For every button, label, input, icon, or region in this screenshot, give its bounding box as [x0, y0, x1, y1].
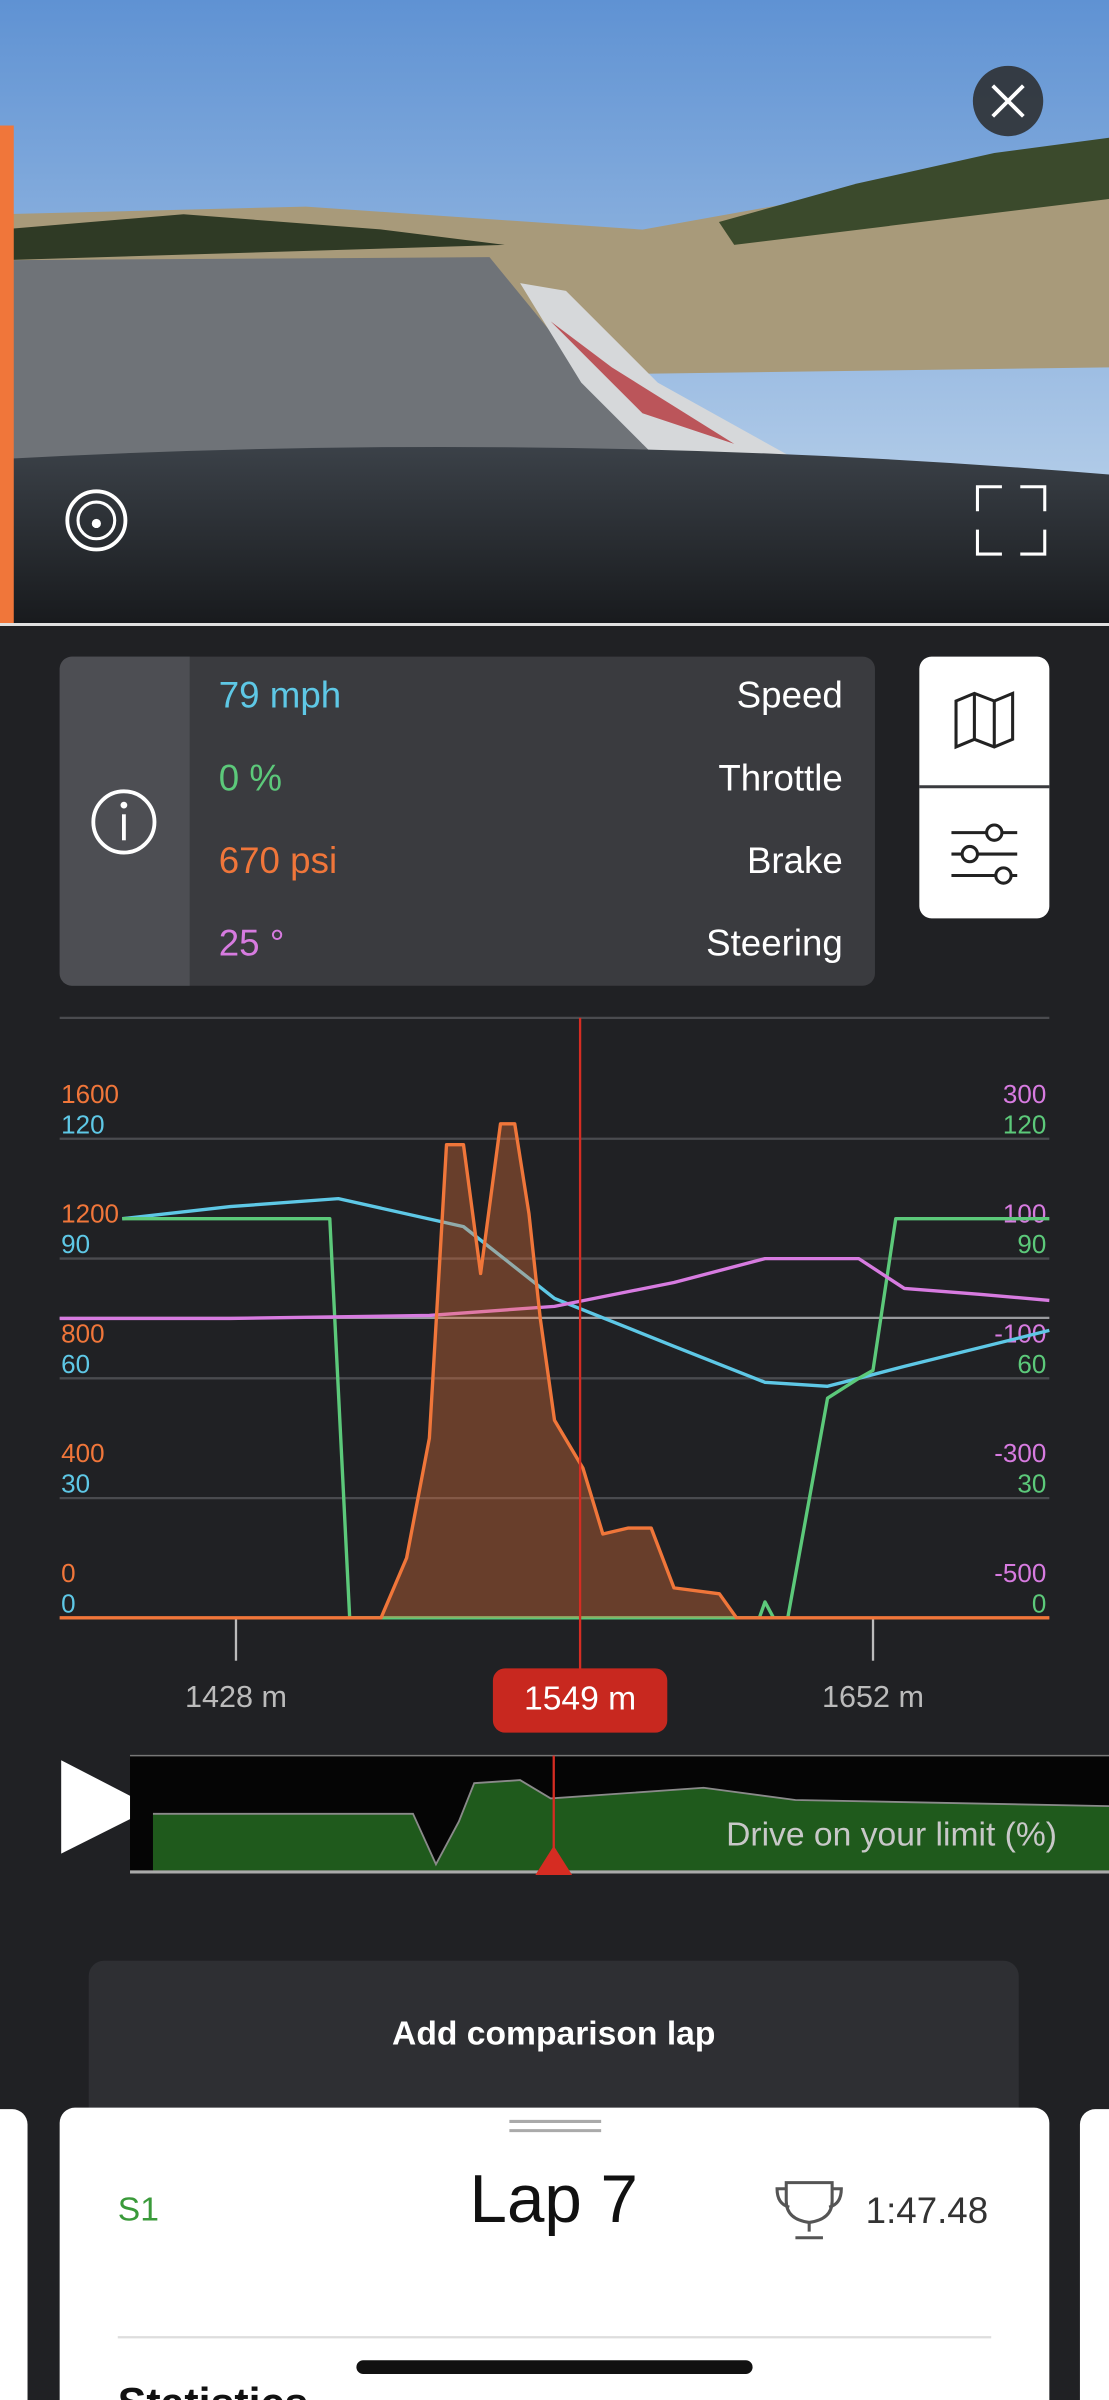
throttle-tick-label: 0 — [1032, 1588, 1046, 1618]
map-button[interactable] — [954, 691, 1015, 750]
compare-panel: Add comparison lap — [88, 1960, 1019, 2145]
strip-label: Drive on your limit (%) — [726, 1817, 1057, 1854]
statistics-heading: Statistics — [118, 2379, 308, 2400]
add-comparison-lap[interactable]: Add comparison lap — [392, 2016, 715, 2053]
steering-view-button[interactable] — [65, 489, 128, 552]
series-line — [59, 1122, 1050, 1620]
speed-tick-label: 0 — [61, 1588, 75, 1618]
brake-tick-label: 1200 — [61, 1199, 119, 1229]
lap-time: 1:47.48 — [866, 2190, 988, 2231]
brake-tick-label: 0 — [61, 1558, 75, 1588]
speed-tick-label: 90 — [61, 1229, 90, 1259]
speed-tick-label: 120 — [61, 1109, 104, 1139]
brake-tick-label: 800 — [61, 1318, 104, 1348]
steering-tick-label: 300 — [1003, 1079, 1046, 1109]
home-indicator — [356, 2360, 753, 2374]
steering-value: 25 ° — [219, 923, 285, 964]
play-button[interactable] — [61, 1760, 153, 1854]
sector-label: S1 — [118, 2192, 159, 2229]
steering-tick-label: 100 — [1003, 1199, 1046, 1229]
speed-value: 79 mph — [219, 675, 341, 716]
info-icon[interactable] — [91, 789, 157, 855]
video — [0, 0, 1109, 627]
telemetry-chart: 0400800120016000306090120-500-300-100100… — [59, 1016, 1050, 1733]
position-marker[interactable] — [535, 1845, 573, 1875]
throttle-tick-label: 60 — [1017, 1349, 1046, 1379]
series-line — [122, 1196, 1050, 1388]
trophy-icon — [775, 2181, 843, 2240]
brake-label: Brake — [747, 840, 843, 881]
series-line — [59, 1256, 1050, 1321]
cursor-badge — [492, 1668, 668, 1733]
series-area — [59, 1123, 1050, 1618]
side-buttons — [919, 656, 1050, 919]
x-tick-label: 1428 m — [185, 1680, 287, 1714]
throttle-tick-label: 90 — [1017, 1229, 1046, 1259]
throttle-label: Throttle — [718, 757, 842, 798]
lap-strip: Drive on your limit (%) — [61, 1754, 1109, 1875]
throttle-tick-label: 30 — [1017, 1469, 1046, 1499]
lap-card: S1 Lap 7 1:47.48 Statistics — [0, 2107, 1109, 2400]
settings-button[interactable] — [951, 823, 1018, 885]
fullscreen-button[interactable] — [975, 485, 1047, 556]
telemetry-panel: 79 mph Speed 0 % Throttle 670 psi Brake … — [59, 656, 875, 986]
steering-label: Steering — [706, 923, 843, 964]
brake-value: 670 psi — [219, 840, 337, 881]
speed-tick-label: 30 — [61, 1469, 90, 1499]
throttle-value: 0 % — [219, 757, 282, 798]
lap-title: Lap 7 — [470, 2162, 638, 2237]
steering-tick-label: -300 — [994, 1438, 1046, 1468]
brake-tick-label: 400 — [61, 1438, 104, 1468]
throttle-tick-label: 120 — [1003, 1109, 1046, 1139]
speed-label: Speed — [737, 675, 843, 716]
brake-tick-label: 1600 — [61, 1079, 119, 1109]
speed-tick-label: 60 — [61, 1349, 90, 1379]
cursor-label: 1549 m — [524, 1680, 636, 1717]
x-tick-label: 1652 m — [822, 1680, 924, 1714]
steering-tick-label: -500 — [994, 1558, 1046, 1588]
